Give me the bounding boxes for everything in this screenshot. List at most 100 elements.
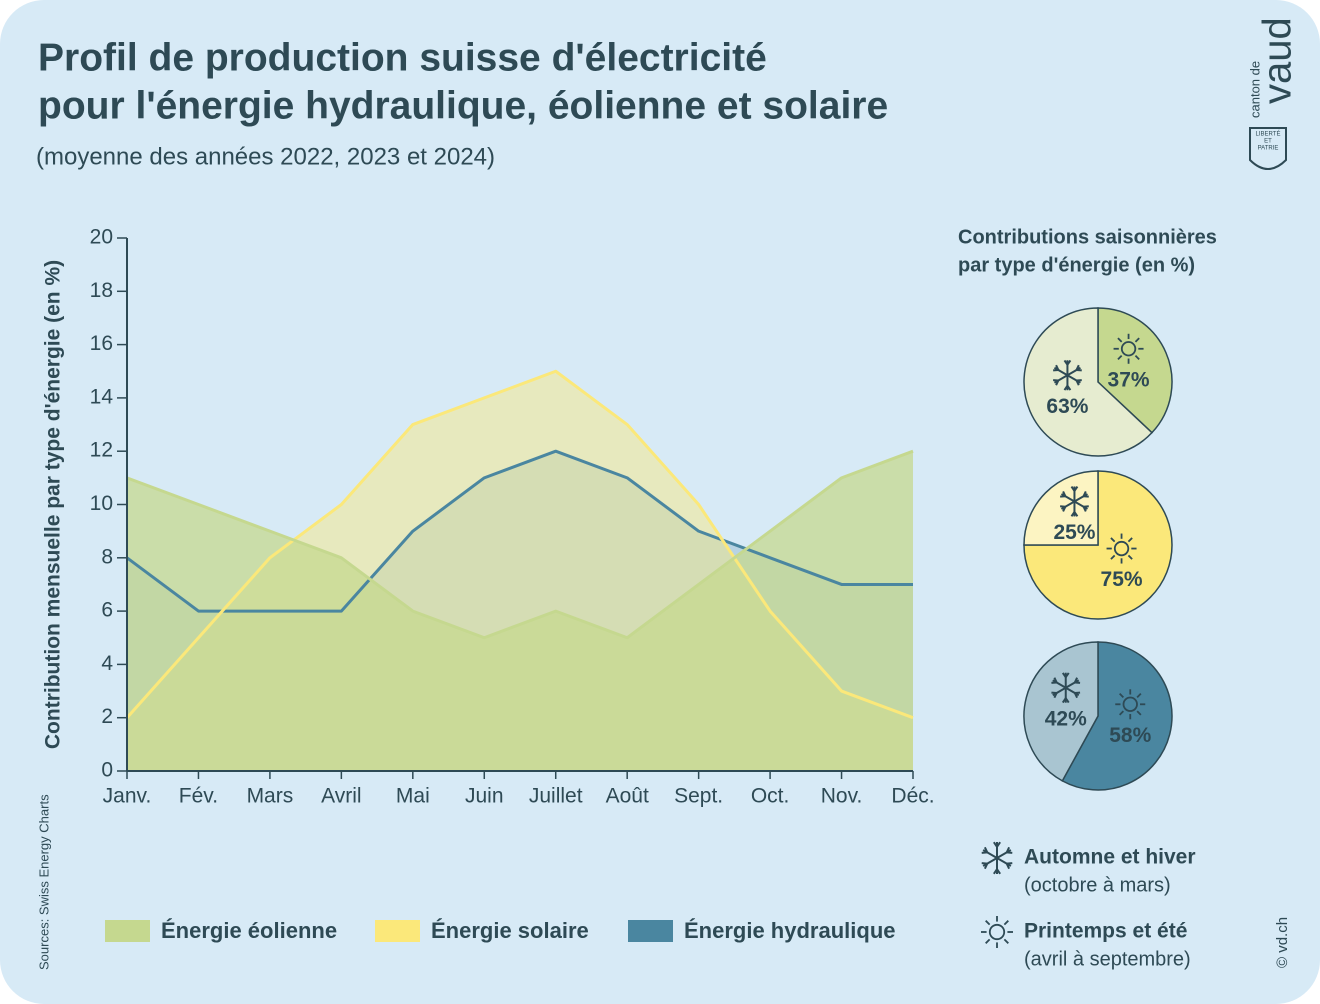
icon-stroke	[982, 849, 1012, 867]
x-tick-label: Sept.	[674, 785, 723, 808]
x-tick-label: Oct.	[751, 785, 790, 808]
pie-title: Contributions saisonnières	[958, 226, 1217, 248]
pie-value-label: 37%	[1108, 368, 1150, 391]
logo-name: vaud	[1256, 17, 1300, 104]
icon-stroke	[1064, 672, 1070, 678]
icon-stroke	[1110, 537, 1116, 543]
pie-value-label: 58%	[1109, 724, 1151, 747]
icon-stroke	[1136, 693, 1142, 699]
x-tick-label: Janv.	[103, 785, 152, 808]
pie-slice	[1097, 307, 1173, 434]
icon-stroke	[1122, 696, 1138, 712]
sun-icon	[1115, 689, 1146, 720]
pie-title: par type d'énergie (en %)	[958, 254, 1195, 276]
icon-stroke	[1113, 540, 1130, 557]
y-tick-label: 16	[90, 332, 113, 355]
snowflake-icon	[1053, 359, 1082, 391]
x-tick-label: Juillet	[529, 785, 583, 808]
area-fill	[127, 451, 913, 771]
icon-stroke	[1117, 355, 1123, 361]
season-label: Printemps et été	[1024, 920, 1187, 943]
snowflake-icon	[1060, 486, 1089, 517]
pie-value-label: 42%	[1045, 707, 1087, 730]
icon-stroke	[1134, 337, 1140, 343]
icon-stroke	[1062, 491, 1067, 497]
icon-stroke	[988, 923, 1006, 941]
sun-icon	[1113, 333, 1144, 364]
logo-motto: ET	[1264, 139, 1272, 145]
x-tick-label: Juin	[465, 785, 504, 808]
pie-value-label: 63%	[1046, 395, 1088, 418]
icon-stroke	[1005, 863, 1011, 870]
y-tick-label: 2	[101, 705, 113, 728]
pie-slice	[1061, 641, 1173, 791]
icon-stroke	[1117, 337, 1123, 343]
legend-swatch	[375, 920, 420, 942]
x-tick-label: Déc.	[891, 785, 934, 808]
icon-stroke	[1082, 506, 1087, 512]
icon-stroke	[985, 920, 991, 926]
icon-stroke	[1003, 920, 1009, 926]
y-axis-title: Contribution mensuelle par type d'énergi…	[42, 260, 65, 749]
y-tick-label: 12	[90, 439, 113, 462]
x-tick-label: Mai	[396, 785, 430, 808]
season-note: (avril à septembre)	[1024, 948, 1191, 970]
icon-stroke	[1066, 359, 1072, 366]
x-tick-label: Août	[606, 785, 649, 808]
season-label: Automne et hiver	[1024, 846, 1196, 869]
subtitle: (moyenne des années 2022, 2023 et 2024)	[36, 143, 495, 170]
pie-slice	[1023, 307, 1154, 457]
icon-stroke	[1070, 511, 1076, 517]
sun-icon	[981, 916, 1013, 948]
pie-slice	[1023, 470, 1173, 620]
icon-stroke	[1073, 692, 1079, 699]
icon-stroke	[1119, 693, 1124, 699]
icon-stroke	[993, 868, 998, 875]
area-line	[126, 449, 914, 640]
season-note: (octobre à mars)	[1024, 874, 1171, 896]
y-tick-label: 20	[90, 226, 113, 249]
icon-stroke	[1119, 710, 1124, 716]
icon-stroke	[1061, 697, 1067, 704]
logo-motto: PATRIE	[1258, 146, 1279, 152]
pie-value-label: 25%	[1053, 521, 1095, 544]
icon-stroke	[1110, 554, 1116, 560]
y-tick-label: 8	[101, 545, 113, 568]
legend-label: Énergie hydraulique	[684, 918, 896, 943]
icon-stroke	[996, 841, 1001, 848]
sun-icon	[1106, 533, 1137, 564]
icon-stroke	[985, 938, 991, 944]
icon-stroke	[1063, 385, 1069, 391]
x-tick-label: Nov.	[821, 785, 863, 808]
y-tick-label: 18	[90, 279, 113, 302]
source: Sources: Swiss Energy Charts	[36, 794, 51, 970]
icon-stroke	[1120, 341, 1137, 357]
title-line: pour l'énergie hydraulique, éolienne et …	[38, 84, 888, 127]
snowflake-icon	[981, 841, 1013, 875]
title-line: Profil de production suisse d'électricit…	[38, 36, 767, 79]
icon-stroke	[1136, 710, 1142, 716]
pie-slice	[1023, 470, 1099, 546]
y-tick-label: 0	[101, 759, 113, 782]
icon-stroke	[1075, 380, 1080, 386]
icon-stroke	[1055, 364, 1060, 371]
legend-swatch	[105, 920, 150, 942]
icon-stroke	[1073, 486, 1079, 492]
legend-label: Énergie solaire	[431, 918, 589, 943]
x-tick-label: Fév.	[179, 785, 218, 808]
logo-motto: LIBERTÉ	[1256, 131, 1281, 138]
legend-label: Énergie éolienne	[161, 918, 337, 943]
y-tick-label: 14	[90, 385, 114, 408]
icon-stroke	[1060, 493, 1088, 510]
icon-stroke	[1053, 677, 1058, 683]
x-tick-label: Avril	[321, 785, 361, 808]
y-tick-label: 4	[101, 652, 113, 675]
copyright: © vd.ch	[1274, 917, 1291, 968]
icon-stroke	[1127, 554, 1133, 560]
y-tick-label: 6	[101, 599, 113, 622]
logo-shield	[1249, 127, 1287, 170]
logo: vaud canton de LIBERTÉ ET PATRIE	[1247, 17, 1300, 170]
icon-stroke	[1053, 366, 1081, 384]
